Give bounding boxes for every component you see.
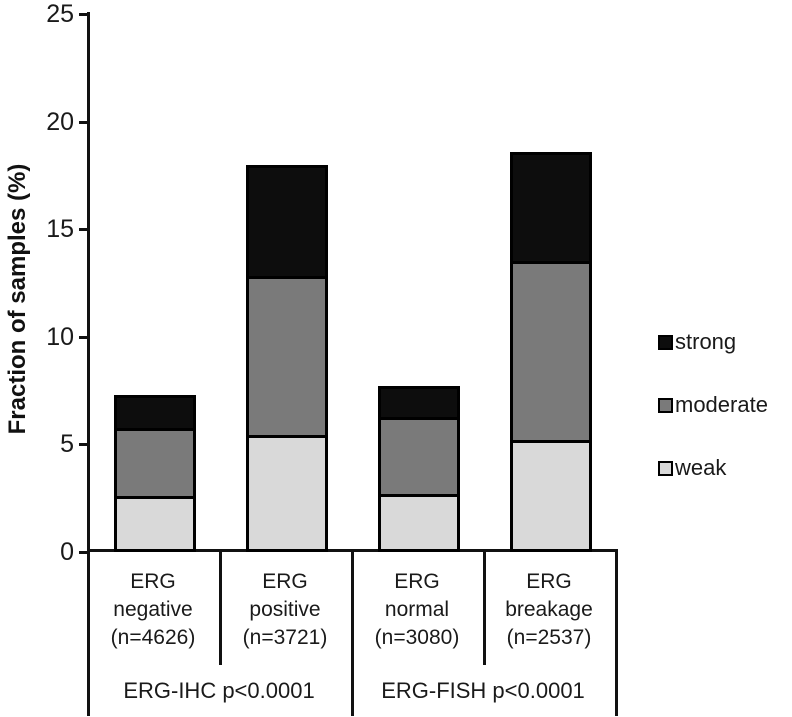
table-divider-1 — [219, 552, 222, 665]
category-label-line: negative — [113, 598, 193, 621]
legend-label-moderate: moderate — [675, 392, 768, 417]
category-label-2: ERG positive (n=3721) — [219, 558, 351, 662]
bar-segment-moderate — [117, 430, 193, 500]
bar-erg-negative — [114, 394, 196, 552]
bar-erg-breakage — [510, 151, 592, 552]
legend-item-moderate: moderate — [658, 392, 768, 417]
y-tick-mark — [79, 551, 88, 554]
y-tick-label-10: 10 — [46, 322, 74, 351]
y-tick-mark — [79, 335, 88, 339]
y-tick-mark — [79, 13, 88, 16]
bar-segment-weak — [249, 438, 325, 549]
y-tick-mark — [79, 443, 88, 447]
category-label-line: breakage — [505, 598, 593, 621]
legend-swatch-strong — [658, 334, 673, 350]
y-tick-label-20: 20 — [46, 107, 74, 136]
legend-swatch-moderate — [658, 397, 673, 413]
x-axis-line — [87, 549, 618, 552]
category-label-4: ERG breakage (n=2537) — [483, 558, 615, 662]
category-label-line: (n=2537) — [506, 626, 592, 649]
category-label-line: (n=3721) — [242, 626, 328, 649]
bar-segment-weak — [381, 497, 457, 549]
y-axis-line — [87, 12, 90, 552]
bar-segment-moderate — [381, 420, 457, 498]
bar-segment-strong — [249, 167, 325, 280]
category-label-line: positive — [249, 598, 321, 621]
legend-label-weak: weak — [675, 455, 727, 480]
category-label-line: ERG — [262, 570, 308, 593]
category-label-line: (n=3080) — [374, 626, 460, 649]
legend-swatch-weak — [658, 460, 673, 476]
table-divider-3 — [483, 552, 486, 665]
y-tick-label-25: 25 — [46, 0, 74, 28]
y-tick-label-15: 15 — [46, 215, 74, 244]
category-label-line: ERG — [130, 570, 176, 593]
legend-item-strong: strong — [658, 329, 737, 354]
y-tick-label-0: 0 — [60, 538, 74, 566]
y-axis-title: Fraction of samples (%) — [4, 163, 31, 435]
bar-segment-moderate — [513, 264, 589, 443]
bar-segment-strong — [381, 389, 457, 421]
bar-segment-strong — [513, 154, 589, 265]
category-label-line: ERG — [394, 570, 440, 593]
group-label-erg-fish: ERG-FISH p<0.0001 — [381, 678, 585, 703]
table-left-border — [87, 552, 90, 716]
category-label-line: ERG — [526, 570, 572, 593]
bar-segment-weak — [513, 442, 589, 549]
table-group-divider — [351, 552, 354, 716]
legend-label-strong: strong — [675, 329, 737, 354]
bar-segment-moderate — [249, 279, 325, 439]
category-label-1: ERG negative (n=4626) — [87, 558, 219, 662]
category-label-3: ERG normal (n=3080) — [351, 558, 483, 662]
y-tick-label-5: 5 — [60, 430, 74, 459]
y-tick-mark — [79, 120, 88, 124]
y-tick-mark — [79, 228, 88, 232]
table-right-border — [615, 552, 618, 716]
bar-segment-weak — [117, 499, 193, 549]
bar-erg-positive — [246, 164, 328, 552]
bar-segment-strong — [117, 397, 193, 431]
bar-erg-normal — [378, 386, 460, 552]
group-label-erg-ihc: ERG-IHC p<0.0001 — [123, 678, 315, 703]
category-label-line: (n=4626) — [110, 626, 196, 649]
legend-item-weak: weak — [658, 455, 727, 480]
category-label-line: normal — [384, 598, 450, 621]
